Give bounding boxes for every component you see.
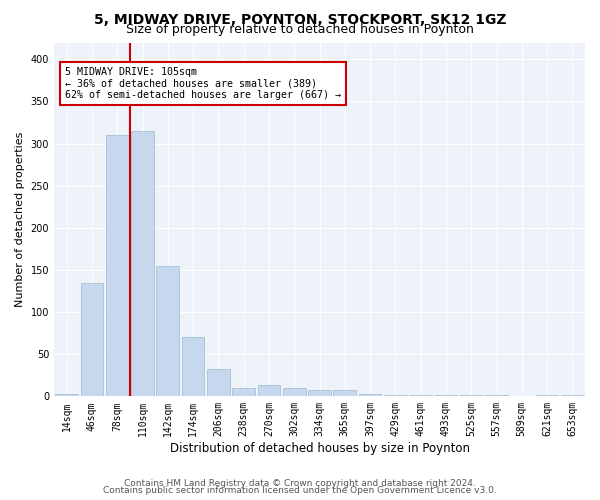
Bar	[384, 394, 407, 396]
Text: Contains HM Land Registry data © Crown copyright and database right 2024.: Contains HM Land Registry data © Crown c…	[124, 478, 476, 488]
Bar	[232, 388, 255, 396]
Bar	[334, 390, 356, 396]
Bar	[359, 394, 382, 396]
Text: 5, MIDWAY DRIVE, POYNTON, STOCKPORT, SK12 1GZ: 5, MIDWAY DRIVE, POYNTON, STOCKPORT, SK1…	[94, 12, 506, 26]
Bar	[80, 282, 103, 397]
Bar	[55, 394, 78, 396]
Text: Contains public sector information licensed under the Open Government Licence v3: Contains public sector information licen…	[103, 486, 497, 495]
Text: Size of property relative to detached houses in Poynton: Size of property relative to detached ho…	[126, 22, 474, 36]
Bar	[131, 131, 154, 396]
Bar	[182, 338, 205, 396]
Bar	[207, 370, 230, 396]
Y-axis label: Number of detached properties: Number of detached properties	[15, 132, 25, 307]
Text: 5 MIDWAY DRIVE: 105sqm
← 36% of detached houses are smaller (389)
62% of semi-de: 5 MIDWAY DRIVE: 105sqm ← 36% of detached…	[65, 68, 341, 100]
Bar	[283, 388, 305, 396]
Bar	[106, 135, 128, 396]
Bar	[257, 386, 280, 396]
X-axis label: Distribution of detached houses by size in Poynton: Distribution of detached houses by size …	[170, 442, 470, 455]
Bar	[157, 266, 179, 396]
Bar	[561, 394, 584, 396]
Bar	[308, 390, 331, 396]
